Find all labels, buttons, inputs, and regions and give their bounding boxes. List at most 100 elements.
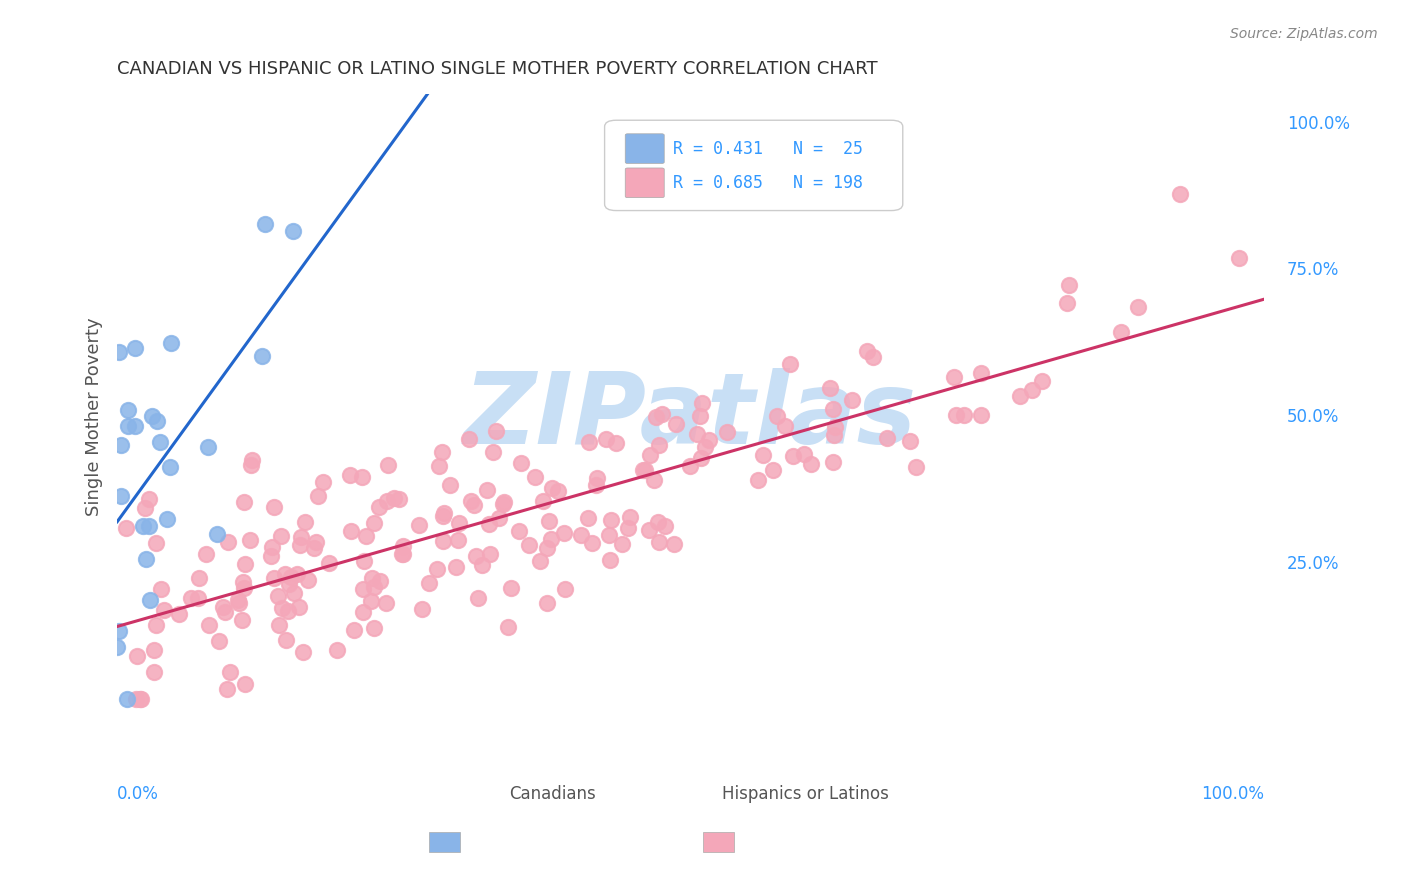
FancyBboxPatch shape bbox=[626, 168, 664, 198]
Point bbox=[800, 457, 823, 471]
Point bbox=[619, 510, 641, 524]
Point bbox=[267, 618, 290, 632]
Point bbox=[501, 582, 523, 596]
Point bbox=[529, 554, 551, 568]
Point bbox=[793, 447, 815, 461]
Point bbox=[198, 618, 221, 632]
Point bbox=[138, 491, 160, 506]
Point bbox=[108, 624, 131, 639]
Point bbox=[471, 558, 494, 572]
Point bbox=[231, 613, 253, 627]
Point bbox=[690, 396, 713, 410]
Text: R = 0.685   N = 198: R = 0.685 N = 198 bbox=[673, 174, 863, 192]
Point bbox=[664, 417, 686, 431]
Text: 50.0%: 50.0% bbox=[1286, 408, 1340, 426]
Point bbox=[187, 591, 209, 605]
Point bbox=[339, 468, 361, 483]
Point bbox=[1126, 300, 1149, 314]
Point bbox=[318, 557, 340, 571]
Point bbox=[540, 532, 562, 546]
Point bbox=[782, 449, 804, 463]
Point bbox=[467, 591, 489, 605]
Point bbox=[149, 582, 172, 596]
Point bbox=[377, 458, 399, 472]
Point bbox=[553, 526, 575, 541]
Point bbox=[280, 570, 302, 584]
Point bbox=[765, 409, 787, 423]
Text: CANADIAN VS HISPANIC OR LATINO SINGLE MOTHER POVERTY CORRELATION CHART: CANADIAN VS HISPANIC OR LATINO SINGLE MO… bbox=[117, 60, 877, 78]
Point bbox=[695, 440, 717, 454]
Point bbox=[124, 419, 146, 434]
Point bbox=[491, 497, 513, 511]
Point bbox=[159, 459, 181, 474]
Point bbox=[266, 590, 288, 604]
Point bbox=[444, 560, 467, 574]
Point bbox=[418, 576, 440, 591]
Point bbox=[1021, 384, 1043, 398]
Point bbox=[943, 370, 966, 384]
Point bbox=[128, 691, 150, 706]
Point bbox=[876, 431, 898, 445]
Point bbox=[554, 582, 576, 596]
Point bbox=[426, 562, 449, 576]
Point bbox=[352, 606, 374, 620]
Point bbox=[538, 514, 561, 528]
Point bbox=[638, 524, 661, 538]
Point bbox=[363, 516, 385, 530]
Point bbox=[239, 533, 262, 548]
Point bbox=[134, 500, 156, 515]
Point bbox=[779, 357, 801, 371]
Point bbox=[141, 409, 163, 424]
Point bbox=[823, 428, 845, 442]
Point bbox=[360, 594, 382, 608]
Point bbox=[240, 452, 263, 467]
Point bbox=[233, 677, 256, 691]
Point bbox=[478, 516, 501, 531]
Point bbox=[581, 536, 603, 550]
Point bbox=[547, 483, 569, 498]
Point bbox=[117, 418, 139, 433]
Point bbox=[290, 531, 312, 545]
Point bbox=[654, 519, 676, 533]
Point bbox=[263, 500, 285, 515]
Point bbox=[523, 470, 546, 484]
Point bbox=[685, 427, 707, 442]
Point bbox=[354, 529, 377, 543]
Point bbox=[214, 605, 236, 619]
Point bbox=[205, 527, 228, 541]
Point bbox=[270, 528, 292, 542]
Point bbox=[569, 528, 592, 542]
Point bbox=[392, 547, 415, 561]
Point bbox=[287, 600, 309, 615]
Point bbox=[125, 649, 148, 664]
Point bbox=[340, 524, 363, 538]
FancyBboxPatch shape bbox=[626, 134, 664, 163]
Point bbox=[294, 516, 316, 530]
Point bbox=[488, 510, 510, 524]
Point bbox=[1057, 277, 1080, 292]
Point bbox=[392, 540, 415, 554]
Point bbox=[773, 419, 796, 434]
Point bbox=[465, 549, 488, 563]
Point bbox=[617, 521, 640, 535]
Point bbox=[180, 591, 202, 606]
Point bbox=[169, 607, 191, 622]
Point bbox=[135, 551, 157, 566]
Point bbox=[643, 473, 665, 487]
Point bbox=[716, 425, 738, 440]
Point bbox=[138, 519, 160, 533]
Point bbox=[536, 541, 558, 555]
Point bbox=[250, 349, 273, 363]
Point bbox=[353, 554, 375, 568]
Point bbox=[645, 410, 668, 425]
Point bbox=[664, 537, 686, 551]
Text: R = 0.431   N =  25: R = 0.431 N = 25 bbox=[673, 140, 863, 158]
Point bbox=[945, 408, 967, 422]
Point bbox=[586, 470, 609, 484]
Point bbox=[631, 463, 654, 477]
Text: Source: ZipAtlas.com: Source: ZipAtlas.com bbox=[1230, 27, 1378, 41]
Point bbox=[578, 435, 600, 450]
Point bbox=[218, 665, 240, 679]
Point bbox=[1227, 251, 1250, 265]
Point bbox=[432, 508, 454, 523]
